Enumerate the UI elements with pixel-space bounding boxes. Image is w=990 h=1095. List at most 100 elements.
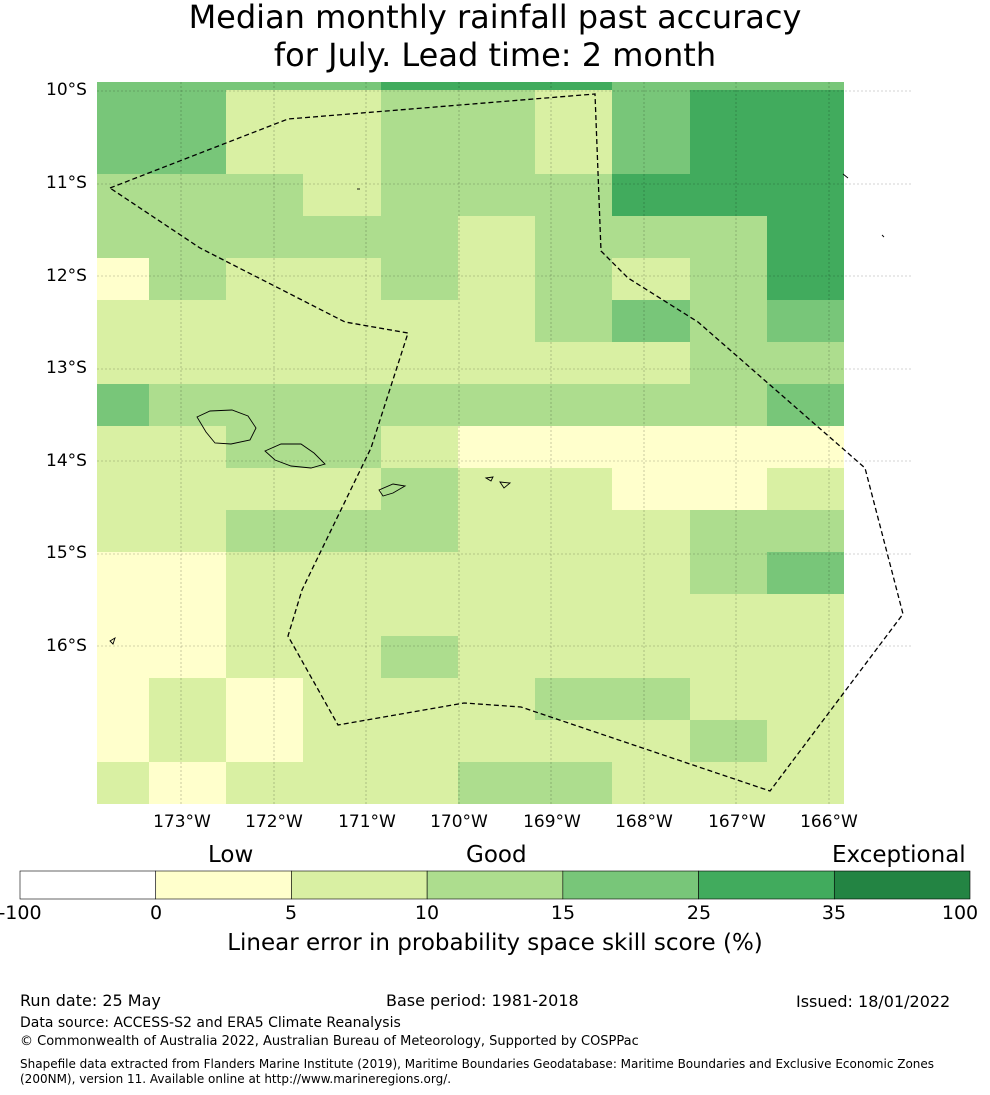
skill-cell	[149, 552, 226, 594]
skill-score-map	[97, 82, 913, 804]
skill-cell	[458, 720, 535, 762]
skill-cell	[303, 720, 381, 762]
skill-cell	[97, 342, 149, 384]
skill-cell	[381, 510, 458, 552]
skill-cell	[612, 300, 690, 342]
skill-cell	[690, 426, 767, 468]
skill-cell	[149, 636, 226, 678]
skill-cell	[767, 468, 844, 510]
skill-cell	[612, 82, 690, 90]
skill-cell	[303, 594, 381, 636]
skill-cell	[303, 426, 381, 468]
skill-cell	[149, 216, 226, 258]
skill-cell	[381, 468, 458, 510]
skill-cell	[612, 384, 690, 426]
skill-cell	[303, 636, 381, 678]
skill-cell	[458, 678, 535, 720]
category-exceptional: Exceptional	[832, 842, 966, 868]
skill-cell	[690, 510, 767, 552]
skill-cell	[690, 216, 767, 258]
skill-cell	[767, 510, 844, 552]
skill-cell	[303, 216, 381, 258]
tick-5: 5	[284, 902, 298, 924]
skill-cell	[535, 300, 612, 342]
skill-cell	[458, 132, 535, 174]
skill-cell	[535, 90, 612, 132]
title-line-2: for July. Lead time: 2 month	[273, 36, 717, 74]
skill-cell	[767, 82, 844, 90]
skill-cell	[458, 552, 535, 594]
skill-cell	[303, 132, 381, 174]
skill-cell	[149, 678, 226, 720]
skill-cell	[97, 762, 149, 804]
skill-cell	[226, 552, 303, 594]
tick-100: 100	[941, 902, 979, 924]
lon-label-173w: 173°W	[153, 812, 211, 832]
skill-cell	[690, 552, 767, 594]
skill-cell	[535, 636, 612, 678]
skill-cell	[226, 636, 303, 678]
skill-cell	[226, 720, 303, 762]
copyright: © Commonwealth of Australia 2022, Austra…	[20, 1034, 639, 1049]
tick-m100: -100	[0, 902, 42, 924]
skill-cell	[149, 82, 226, 90]
skill-cell	[381, 82, 458, 90]
skill-cell	[690, 720, 767, 762]
skill-cell	[97, 720, 149, 762]
map-title: Median monthly rainfall past accuracy fo…	[0, 0, 990, 74]
skill-cell	[303, 90, 381, 132]
skill-cell	[149, 426, 226, 468]
colorbar-swatch	[426, 870, 564, 900]
skill-cell	[381, 342, 458, 384]
skill-cell	[97, 90, 149, 132]
skill-cell	[303, 762, 381, 804]
skill-cell	[767, 300, 844, 342]
skill-cell	[458, 762, 535, 804]
skill-cell	[612, 468, 690, 510]
skill-cell	[458, 636, 535, 678]
skill-cell	[767, 216, 844, 258]
skill-cell	[97, 216, 149, 258]
skill-cell	[149, 132, 226, 174]
skill-cell	[458, 300, 535, 342]
skill-cell	[458, 258, 535, 300]
colorbar-swatch	[562, 870, 699, 900]
skill-cell	[535, 552, 612, 594]
colorbar-swatch	[833, 870, 971, 900]
skill-cell	[226, 82, 303, 90]
skill-cell	[381, 678, 458, 720]
skill-cell	[612, 678, 690, 720]
skill-cell	[149, 342, 226, 384]
skill-cell	[97, 468, 149, 510]
skill-cell	[612, 762, 690, 804]
skill-cell	[767, 762, 844, 804]
skill-cell	[97, 174, 149, 216]
skill-cell	[458, 426, 535, 468]
skill-cell	[381, 720, 458, 762]
skill-cell	[690, 468, 767, 510]
lat-label-10s: 10°S	[46, 80, 87, 100]
shapefile-credit: Shapefile data extracted from Flanders M…	[20, 1057, 935, 1086]
skill-cell	[149, 510, 226, 552]
skill-cell	[149, 594, 226, 636]
skill-cell	[535, 342, 612, 384]
skill-cell	[767, 552, 844, 594]
skill-cell	[535, 678, 612, 720]
skill-cell	[303, 82, 381, 90]
skill-cell	[690, 300, 767, 342]
skill-cell	[303, 510, 381, 552]
skill-cell	[612, 720, 690, 762]
skill-cell	[535, 468, 612, 510]
skill-cell	[226, 132, 303, 174]
skill-cell	[612, 258, 690, 300]
skill-cell	[149, 90, 226, 132]
lon-label-167w: 167°W	[708, 812, 766, 832]
skill-cell	[303, 468, 381, 510]
skill-cell	[690, 678, 767, 720]
skill-cell	[381, 552, 458, 594]
skill-cell	[97, 300, 149, 342]
skill-cell	[458, 342, 535, 384]
skill-cell	[767, 174, 844, 216]
skill-cell	[458, 82, 535, 90]
skill-cell	[303, 384, 381, 426]
